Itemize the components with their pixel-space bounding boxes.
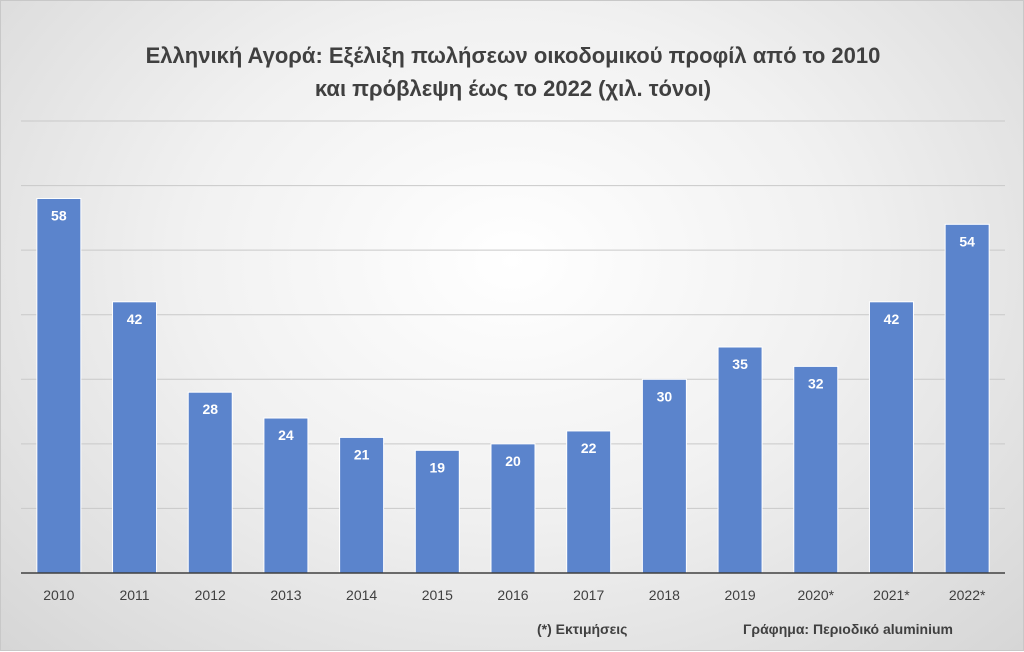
chart-title: Ελληνική Αγορά: Εξέλιξη πωλήσεων οικοδομ… [1,39,1024,105]
x-tick-label: 2012 [195,587,226,603]
bar [566,430,612,574]
x-tick-label: 2018 [649,587,680,603]
bar [263,417,309,574]
source-footnote: Γράφημα: Περιοδικό aluminium [743,621,953,637]
bar [868,301,914,574]
estimates-footnote: (*) Εκτιμήσεις [537,621,628,637]
x-tick-label: 2019 [724,587,755,603]
data-label: 28 [202,401,218,417]
x-tick-label: 2021* [873,587,910,603]
data-label: 42 [884,311,900,327]
x-tick-label: 2015 [422,587,453,603]
bar [112,301,158,574]
x-tick-label: 2013 [270,587,301,603]
chart-title-line-2: και πρόβλεψη έως το 2022 (χιλ. τόνοι) [314,76,712,101]
bar [793,365,839,574]
data-label: 20 [505,453,521,469]
data-label: 58 [51,207,67,223]
x-tick-label: 2014 [346,587,377,603]
x-tick-label: 2022* [949,587,986,603]
data-label: 32 [808,375,824,391]
data-label: 22 [581,440,597,456]
bar [717,346,763,574]
bar [36,197,82,574]
data-label: 30 [657,388,673,404]
x-tick-label: 2017 [573,587,604,603]
x-tick-label: 2010 [43,587,74,603]
bar [641,378,687,574]
bar [944,223,990,574]
data-label: 24 [278,427,294,443]
chart-title-line-1: Ελληνική Αγορά: Εξέλιξη πωλήσεων οικοδομ… [145,43,881,68]
bar [187,391,233,574]
bar [414,449,460,574]
data-label: 54 [959,233,975,249]
data-label: 35 [732,356,748,372]
x-tick-label: 2020* [797,587,834,603]
data-label: 21 [354,446,370,462]
data-label: 42 [127,311,143,327]
data-label: 19 [430,459,446,475]
x-tick-label: 2016 [497,587,528,603]
x-tick-label: 2011 [119,587,149,603]
